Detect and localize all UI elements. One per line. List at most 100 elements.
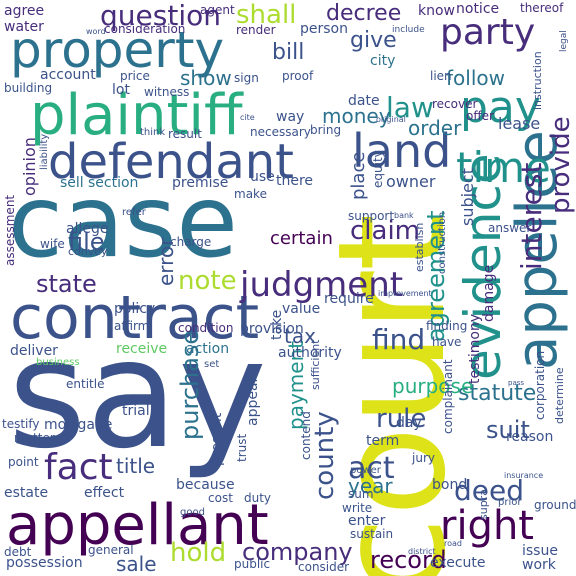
word-owner: owner [386,172,436,191]
word-land: land [352,124,452,178]
word-consider: consider [298,560,350,574]
word-answer: answer [488,221,532,235]
word-cite: cite [240,113,255,122]
word-pay: pay [460,82,541,133]
word-have: have [432,335,462,349]
word-say: say [8,308,267,482]
word-sale: sale [116,552,157,576]
word-receive: receive [116,341,168,357]
word-case: case [8,163,238,280]
word-right: right [440,503,534,549]
word-wife: wife [40,237,65,251]
word-render: render [236,23,276,37]
word-consideration: consideration [104,22,186,36]
word-interest: interest [515,162,548,270]
word-issue: issue [522,543,558,559]
word-affirm: affirm [114,319,150,333]
word-city: city [370,53,396,69]
word-cost: cost [208,491,233,505]
word-thereof: thereof [520,1,564,15]
word-bond: bond [432,477,468,493]
word-corporation: corporation [533,350,547,420]
word-enter: enter [348,513,386,529]
word-subject: subject [458,168,477,226]
word-give: give [350,28,397,53]
word-decree: decree [326,1,402,26]
word-point: point [8,455,39,469]
word-price: price [120,69,150,83]
word-use: use [250,169,275,185]
word-file: file [68,228,105,256]
word-entitle: entitle [66,377,105,391]
word-jury: jury [412,451,435,465]
word-company: company [242,538,353,566]
word-sufficient: sufficient [309,339,322,391]
word-instruction: instruction [531,51,544,110]
word-term: term [366,433,400,449]
word-word: word [86,27,106,36]
word-take: take [269,309,285,340]
word-possession: possession [6,555,83,571]
word-action: action [186,341,230,357]
word-lien: lien [430,69,452,83]
word-duty: duty [244,491,272,505]
word-water: water [4,19,44,35]
word-pass: pass [508,379,525,387]
word-shall: shall [236,0,297,30]
word-section: section [88,175,139,191]
word-include: include [392,25,425,35]
word-trust: trust [235,433,249,462]
word-defendant: defendant [48,134,294,190]
word-money: money [322,104,391,128]
word-refer: refer [122,207,146,218]
word-require: require [324,291,374,307]
word-think: think [140,127,166,138]
word-reason: reason [506,429,554,445]
word-proof: proof [282,69,314,83]
word-tax: tax [284,324,316,348]
word-date: date [348,93,380,109]
word-sell: sell [60,175,84,191]
word-construction: construction [437,211,448,274]
word-agent: agent [200,3,235,17]
word-judgment: judgment [240,265,404,305]
word-supra: supra [477,489,490,520]
word-liability: liability [39,133,50,170]
word-deliver: deliver [10,343,58,359]
word-time: time [456,143,551,192]
word-state: state [36,270,97,298]
word-work: work [522,557,556,573]
word-because: because [176,477,235,493]
word-convey: convey [68,245,108,258]
word-record: record [370,546,447,574]
word-sum: sum [348,487,374,501]
word-effect: effect [84,485,125,501]
word-year: year [348,474,393,498]
word-bill: bill [272,40,305,65]
word-certain: certain [270,228,333,249]
word-damage: damage [481,264,497,322]
word-fact: fact [44,447,113,488]
word-road: road [444,539,462,548]
word-execute: execute [430,555,486,571]
word-act: act [348,451,395,486]
word-purpose: purpose [392,374,474,398]
word-appeal: appeal [245,378,261,426]
word-know: know [418,3,455,19]
word-appellant: appellant [6,493,269,558]
word-debt: debt [4,545,32,559]
word-charge: charge [170,235,212,249]
word-establish: establish [413,222,426,272]
word-write: write [342,501,373,515]
word-make: make [234,187,267,201]
word-lot: lot [112,82,130,98]
word-hold: hold [170,538,227,568]
word-sustain: sustain [350,527,394,541]
word-account: account [40,67,96,83]
word-county: county [310,411,340,500]
word-necessary: necessary [250,125,311,139]
word-suit: suit [486,416,530,444]
word-title: title [116,454,156,478]
word-note: note [178,266,237,296]
